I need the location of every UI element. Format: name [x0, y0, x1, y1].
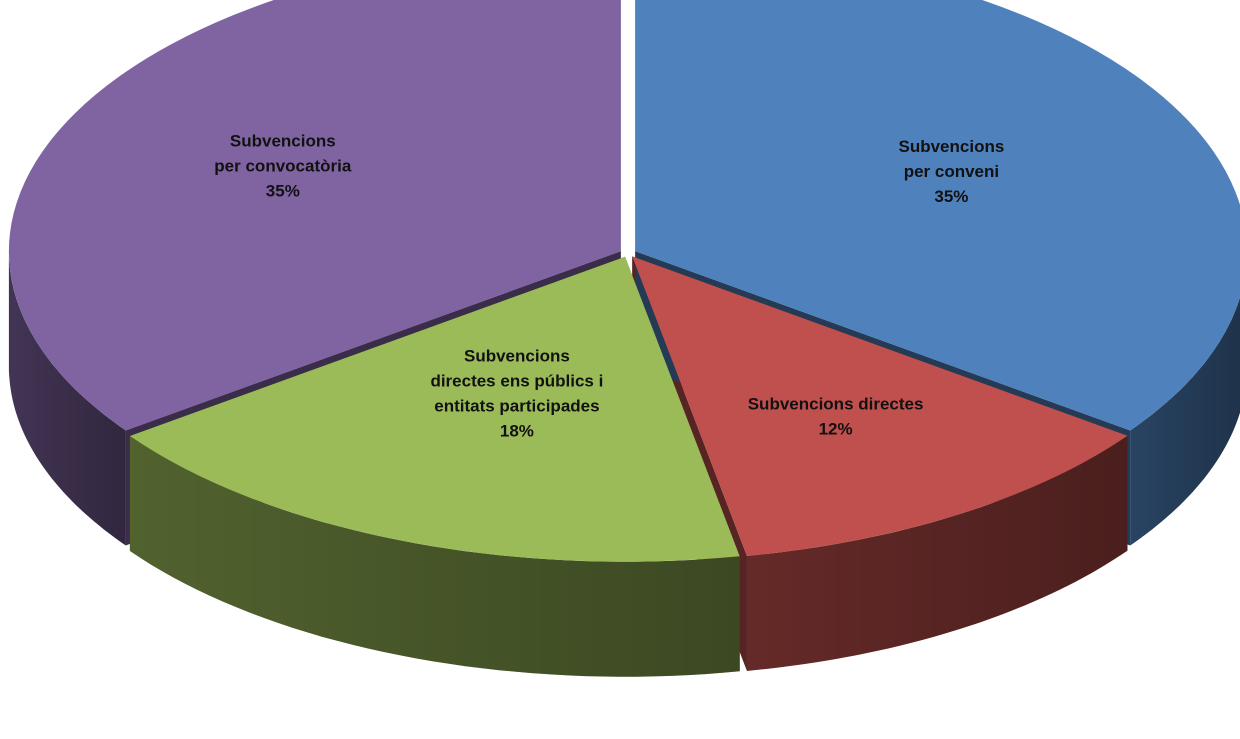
pie-slice-label-line: Subvencions	[230, 131, 336, 150]
pie-tops	[8, 0, 1240, 562]
pie-slice-side-shade	[1130, 297, 1240, 546]
pie-slice-label: Subvencions per conveni 35%	[898, 137, 1004, 206]
pie-slice-label: Subvencions per convocatòria 35%	[214, 131, 352, 200]
pie-slice	[632, 256, 1128, 556]
pie-slice-side-shade	[8, 251, 126, 546]
pie-labels: Subvencions per conveni 35% Subvencions dir…	[214, 131, 1004, 440]
pie-slice-label-line: Subvencions directes	[748, 395, 924, 414]
pie-slice-label: Subvencions directes 12%	[748, 395, 924, 439]
pie-slice-label: Subvencions directes ens públics i entitat…	[430, 346, 603, 440]
pie-slice-side-shade	[129, 436, 740, 677]
pie-slice-label-line: per convocatòria	[214, 156, 352, 175]
pie-slice-percent: 12%	[819, 420, 853, 439]
pie-slice-side-shade	[747, 435, 1128, 671]
pie-slice-label-line: Subvencions	[464, 346, 570, 365]
pie-slice-label-line: Subvencions	[898, 137, 1004, 156]
pie-slice	[8, 0, 621, 431]
pie-slice-label-line: per conveni	[904, 162, 999, 181]
pie-slice-percent: 18%	[500, 421, 534, 440]
pie-slice-percent: 35%	[266, 181, 300, 200]
pie-slice-percent: 35%	[934, 187, 968, 206]
pie-slice	[635, 0, 1240, 431]
pie-slice-label-line: directes ens públics i	[430, 371, 603, 390]
pie-slice-label-line: entitats participades	[434, 396, 599, 415]
pie-slice	[129, 256, 740, 562]
